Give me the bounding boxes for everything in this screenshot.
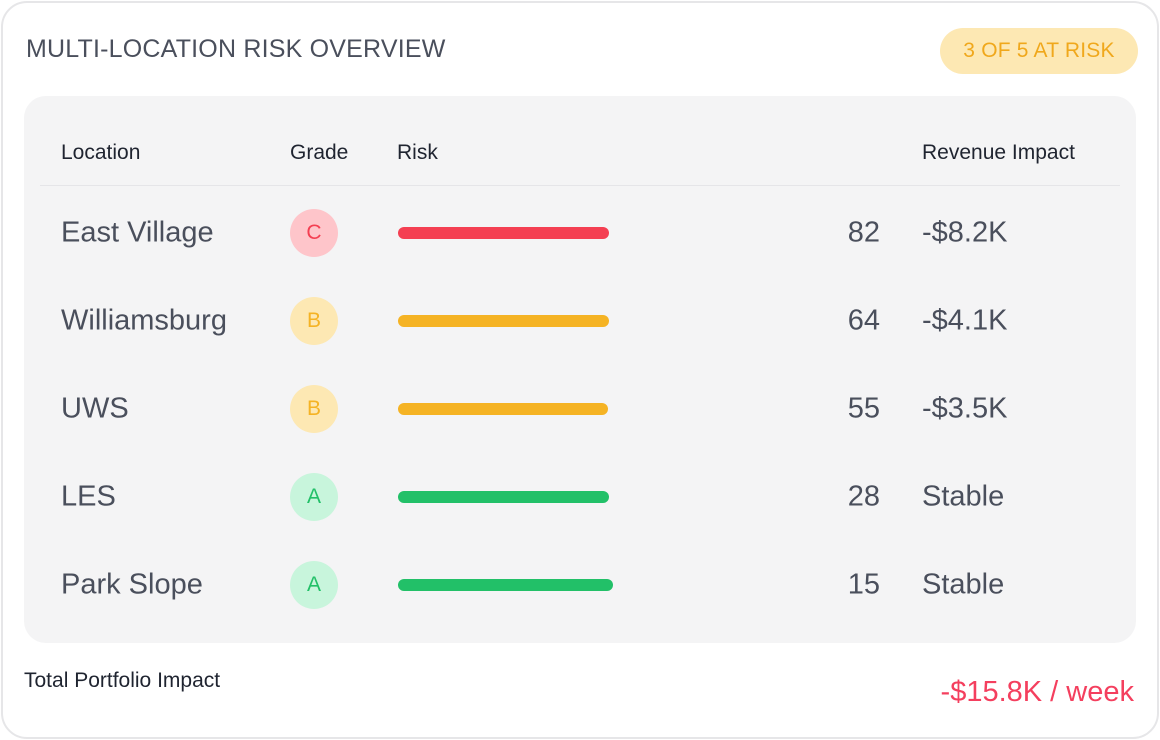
risk-score: 15 <box>847 568 880 601</box>
revenue-impact: -$4.1K <box>922 304 1008 337</box>
risk-bar <box>398 403 618 415</box>
table-header: Location Grade Risk Revenue Impact <box>40 96 1120 186</box>
table-row[interactable]: Williamsburg B 64 -$4.1K <box>24 277 1136 365</box>
risk-bar-fill <box>398 579 613 591</box>
revenue-impact: -$3.5K <box>922 392 1008 425</box>
risk-bar <box>398 227 618 239</box>
column-header-location[interactable]: Location <box>61 141 141 164</box>
risk-score: 82 <box>847 216 880 249</box>
revenue-impact: -$8.2K <box>922 216 1008 249</box>
risk-bar-fill <box>398 491 610 503</box>
grade-badge: A <box>290 473 338 521</box>
grade-badge: B <box>290 385 338 433</box>
total-impact-value: -$15.8K / week <box>940 676 1134 708</box>
location-name: UWS <box>61 392 129 425</box>
risk-score: 64 <box>847 304 880 337</box>
revenue-impact: Stable <box>922 568 1005 601</box>
grade-badge: C <box>290 209 338 257</box>
column-header-revenue-impact[interactable]: Revenue Impact <box>922 141 1075 164</box>
table-row[interactable]: Park Slope A 15 Stable <box>24 541 1136 629</box>
table-row[interactable]: LES A 28 Stable <box>24 453 1136 541</box>
risk-bar-fill <box>398 403 609 415</box>
risk-bar <box>398 315 618 327</box>
location-name: Park Slope <box>61 568 203 601</box>
risk-score: 55 <box>847 392 880 425</box>
table-row[interactable]: UWS B 55 -$3.5K <box>24 365 1136 453</box>
grade-badge: A <box>290 561 338 609</box>
risk-bar <box>398 491 618 503</box>
risk-bar-fill <box>398 315 610 327</box>
risk-bar-fill <box>398 227 610 239</box>
location-name: Williamsburg <box>61 304 227 337</box>
locations-table: Location Grade Risk Revenue Impact East … <box>24 96 1136 643</box>
risk-score: 28 <box>847 480 880 513</box>
grade-badge: B <box>290 297 338 345</box>
total-impact-label: Total Portfolio Impact <box>24 669 221 692</box>
location-name: LES <box>61 480 116 513</box>
revenue-impact: Stable <box>922 480 1005 513</box>
location-name: East Village <box>61 216 214 249</box>
column-header-risk[interactable]: Risk <box>397 141 438 164</box>
risk-bar <box>398 579 618 591</box>
card-title: MULTI-LOCATION RISK OVERVIEW <box>26 35 446 63</box>
at-risk-badge: 3 OF 5 AT RISK <box>940 28 1138 74</box>
table-row[interactable]: East Village C 82 -$8.2K <box>24 189 1136 277</box>
column-header-grade[interactable]: Grade <box>290 141 349 164</box>
